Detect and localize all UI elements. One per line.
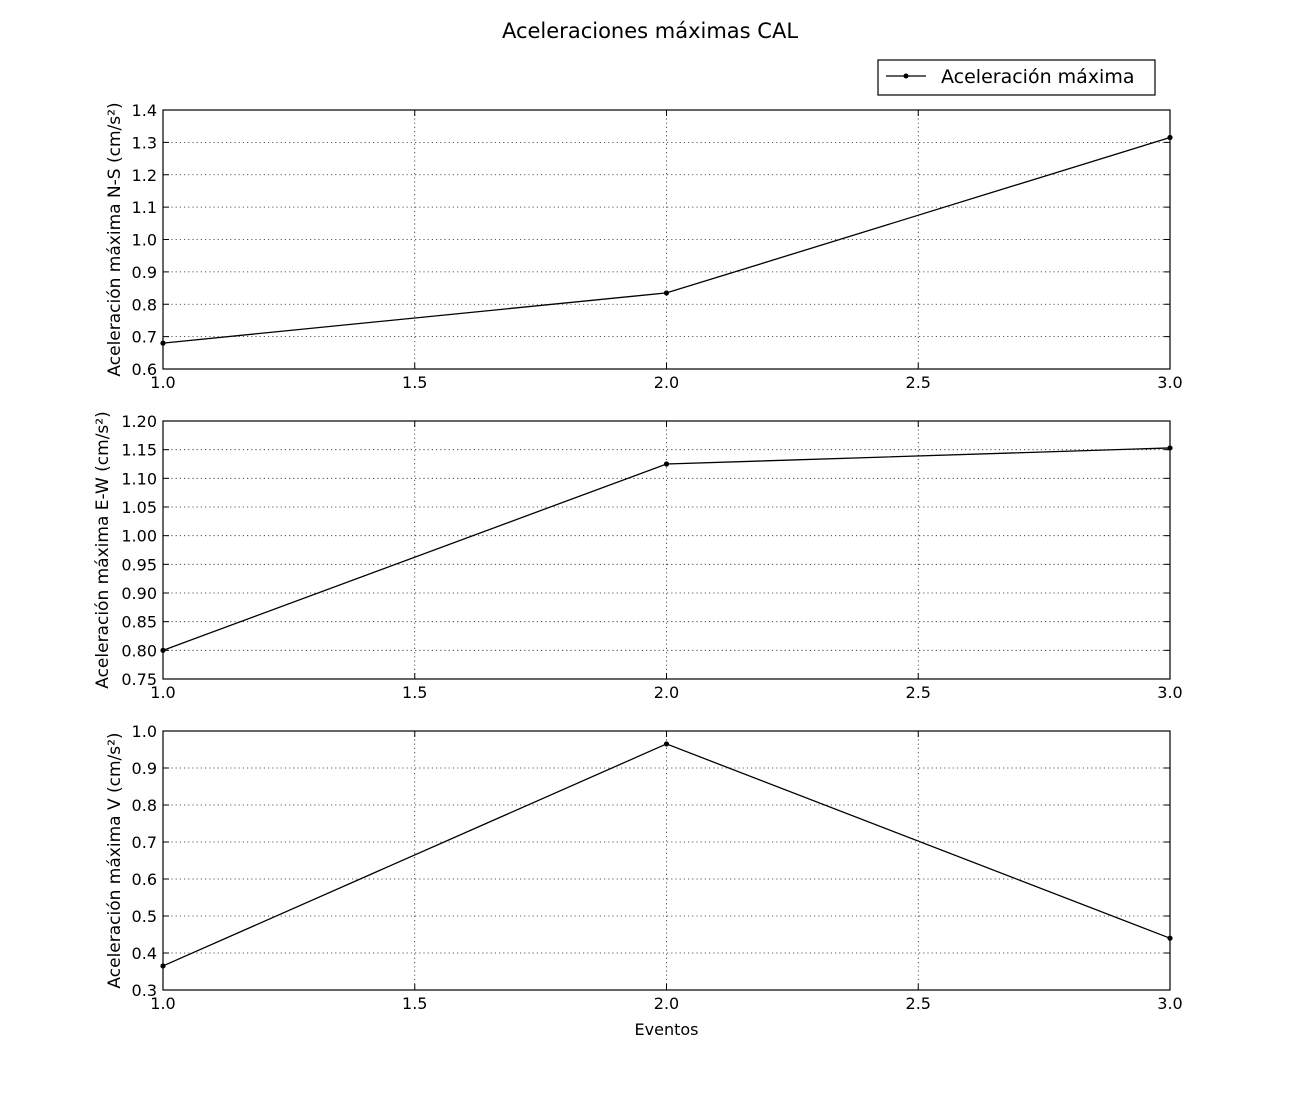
- y-tick-label: 0.9: [132, 263, 157, 282]
- x-tick-label: 3.0: [1157, 994, 1182, 1013]
- data-point: [663, 461, 670, 467]
- x-tick-label: 2.0: [654, 994, 679, 1013]
- y-tick-label: 0.8: [132, 295, 157, 314]
- y-tick-label: 1.05: [121, 498, 157, 517]
- y-tick-label: 0.85: [121, 613, 157, 632]
- x-tick-label: 2.0: [654, 683, 679, 702]
- x-tick-label: 1.0: [150, 683, 175, 702]
- data-point: [160, 340, 166, 346]
- x-tick-label: 1.0: [150, 994, 175, 1013]
- y-tick-label: 0.95: [121, 555, 157, 574]
- y-tick-label: 1.0: [132, 722, 157, 741]
- x-tick-label: 2.0: [654, 373, 679, 392]
- subplot-2: 1.0 1.5 2.0 2.5 3.0 0.75 0.80 0.85 0.90 0.95 1.00 1…: [93, 411, 1183, 702]
- plot-frame: [162, 420, 1171, 680]
- y-tick-label: 0.5: [132, 907, 157, 926]
- y-tick-label: 1.00: [121, 527, 157, 546]
- data-point: [663, 290, 670, 296]
- y-tick-label: 1.1: [132, 198, 157, 217]
- y-tick-label: 0.7: [132, 328, 157, 347]
- plot-frame: [162, 730, 1171, 991]
- y-tick-label: 0.90: [121, 584, 157, 603]
- x-tick-label: 3.0: [1157, 683, 1182, 702]
- y-axis-label: Aceleración máxima E-W (cm/s²): [93, 411, 113, 689]
- subplots: 1.0 1.5 2.0 2.5 3.0 0.6 0.7 0.8 0.9 1.0 1.1 1.2 1.3 1…: [93, 101, 1183, 1039]
- y-tick-label: 1.20: [121, 412, 157, 431]
- y-tick-label: 0.9: [132, 759, 157, 778]
- y-tick-label: 0.4: [132, 944, 157, 963]
- legend: Aceleración máxima: [877, 59, 1156, 96]
- x-tick-label: 1.5: [402, 373, 427, 392]
- y-tick-label: 1.4: [132, 101, 157, 120]
- y-tick-label: 0.7: [132, 833, 157, 852]
- y-tick-label: 1.2: [132, 166, 157, 185]
- data-point: [1167, 445, 1173, 451]
- y-axis-label: Aceleración máxima N-S (cm/s²): [105, 102, 125, 376]
- y-tick-label: 0.80: [121, 641, 157, 660]
- y-tick-label: 0.8: [132, 796, 157, 815]
- y-tick-label: 1.15: [121, 441, 157, 460]
- data-point: [160, 647, 166, 653]
- data-point: [1167, 935, 1173, 941]
- x-tick-label: 1.5: [402, 683, 427, 702]
- y-tick-label: 1.0: [132, 231, 157, 250]
- x-tick-label: 1.5: [402, 994, 427, 1013]
- y-tick-label: 0.6: [132, 870, 157, 889]
- x-tick-label: 2.5: [906, 373, 931, 392]
- plot-frame: [162, 109, 1171, 370]
- x-tick-label: 2.5: [906, 683, 931, 702]
- y-tick-label: 0.6: [132, 360, 157, 379]
- subplot-1: 1.0 1.5 2.0 2.5 3.0 0.6 0.7 0.8 0.9 1.0 1.1 1.2 1.3 1…: [105, 101, 1183, 392]
- x-tick-label: 1.0: [150, 373, 175, 392]
- legend-box: [877, 59, 1156, 96]
- series-line: [162, 447, 1171, 651]
- figure-title: Aceleraciones máximas CAL: [502, 19, 798, 43]
- data-point: [1167, 134, 1173, 141]
- y-axis-label: Aceleración máxima V (cm/s²): [105, 732, 125, 988]
- data-point: [160, 963, 166, 969]
- x-tick-label: 3.0: [1157, 373, 1182, 392]
- y-tick-label: 0.3: [132, 981, 157, 1000]
- legend-label: Aceleración máxima: [941, 66, 1134, 88]
- data-point: [663, 741, 670, 747]
- x-tick-label: 2.5: [906, 994, 931, 1013]
- y-tick-label: 0.75: [121, 670, 157, 689]
- legend-marker-swatch: [903, 73, 909, 79]
- x-axis-label: Eventos: [635, 1020, 699, 1039]
- y-tick-label: 1.3: [132, 133, 157, 152]
- subplot-3: 1.0 1.5 2.0 2.5 3.0 0.3 0.4 0.5 0.6 0.7 0.8 0.9 1.0 A…: [105, 722, 1183, 1039]
- y-tick-label: 1.10: [121, 469, 157, 488]
